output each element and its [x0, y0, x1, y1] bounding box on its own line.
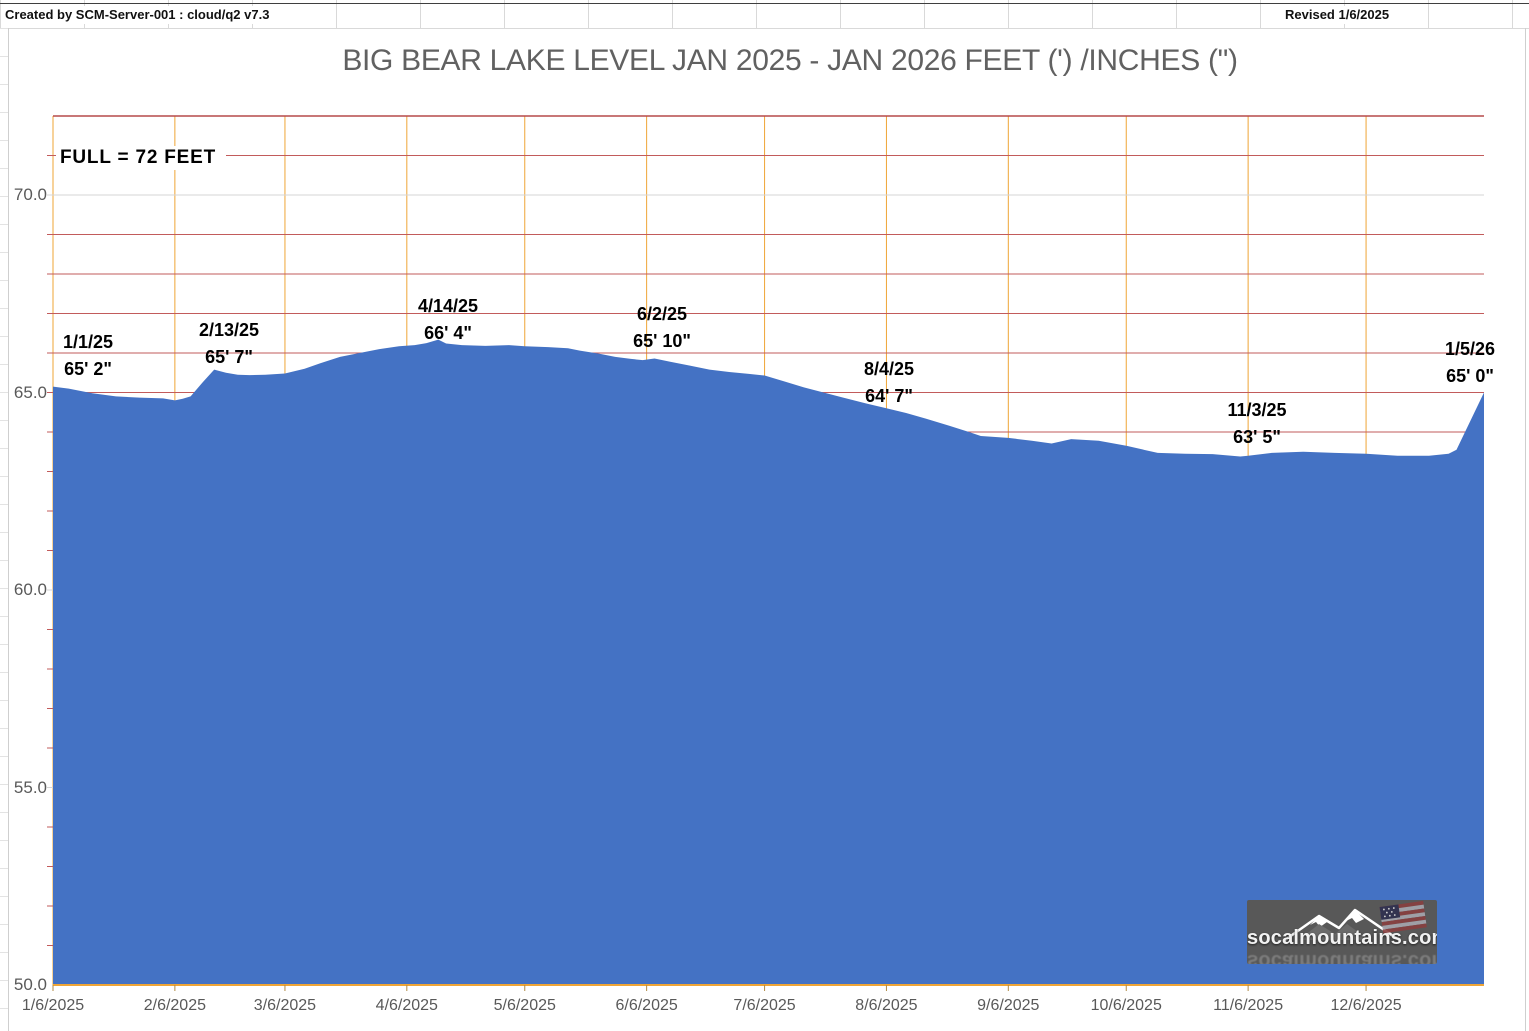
x-tick-label-12/6/2025: 12/6/2025 [1330, 997, 1402, 1014]
x-tick-label-9/6/2025: 9/6/2025 [977, 997, 1040, 1014]
socalmountains-logo: socalmountains.com socalmountains.com [1247, 900, 1437, 964]
chart-title: BIG BEAR LAKE LEVEL JAN 2025 - JAN 2026 … [342, 44, 1238, 77]
x-tick-label-8/6/2025: 8/6/2025 [855, 997, 918, 1014]
point-label-1/1/25: 1/1/25 65' 2" [63, 329, 113, 383]
x-tick-label-3/6/2025: 3/6/2025 [253, 997, 317, 1014]
y-tick-label-60.0: 60.0 [13, 580, 47, 599]
point-label-8/4/25: 8/4/25 64' 7" [864, 356, 914, 410]
point-label-date: 1/5/26 [1444, 339, 1496, 359]
created-by-cell: Created by SCM-Server-001 : cloud/q2 v7.… [3, 6, 274, 24]
x-tick-label-6/6/2025: 6/6/2025 [615, 997, 678, 1014]
point-label-level: 65' 0" [1446, 366, 1494, 386]
point-label-1/5/26: 1/5/26 65' 0" [1445, 336, 1495, 390]
x-tick-label-4/6/2025: 4/6/2025 [375, 997, 438, 1014]
point-label-date: 1/1/25 [62, 332, 114, 352]
point-label-level: 66' 4" [424, 323, 472, 343]
point-label-level: 64' 7" [865, 386, 913, 406]
spreadsheet-right-gridline [1525, 28, 1526, 1031]
point-label-date: 4/14/25 [417, 296, 479, 316]
x-tick-label-1/6/2025: 1/6/2025 [21, 997, 85, 1014]
revised-date-cell: Revised 1/6/2025 [1283, 6, 1394, 24]
spreadsheet-left-gridlines [0, 28, 9, 1031]
spreadsheet-header-row: Created by SCM-Server-001 : cloud/q2 v7.… [0, 0, 1529, 29]
point-label-level: 65' 2" [64, 359, 112, 379]
logo-text: socalmountains.com [1247, 927, 1437, 949]
lake-level-area-series [53, 339, 1484, 986]
logo-graphics [1283, 900, 1427, 942]
x-tick-label-11/6/2025: 11/6/2025 [1213, 997, 1284, 1014]
point-label-2/13/25: 2/13/25 65' 7" [199, 317, 259, 371]
point-label-date: 2/13/25 [198, 320, 260, 340]
point-label-4/14/25: 4/14/25 66' 4" [418, 293, 478, 347]
point-label-level: 63' 5" [1233, 427, 1281, 447]
y-tick-label-50.0: 50.0 [13, 975, 47, 994]
point-label-11/3/25: 11/3/25 63' 5" [1227, 397, 1286, 451]
x-tick-label-5/6/2025: 5/6/2025 [493, 997, 556, 1014]
full-level-annotation: FULL = 72 FEET [56, 146, 227, 170]
y-tick-label-65.0: 65.0 [13, 382, 47, 402]
point-label-level: 65' 10" [633, 331, 691, 351]
point-label-level: 65' 7" [205, 347, 253, 367]
point-label-6/2/25: 6/2/25 65' 10" [633, 301, 691, 355]
x-tick-label-2/6/2025: 2/6/2025 [143, 997, 206, 1014]
point-label-date: 6/2/25 [636, 304, 688, 324]
mountains-icon [1283, 908, 1401, 942]
logo-text-reflection: socalmountains.com [1247, 950, 1437, 964]
y-tick-label-55.0: 55.0 [13, 777, 47, 797]
y-tick-label-70.0: 70.0 [13, 185, 47, 204]
flag-icon [1379, 900, 1427, 934]
x-tick-label-10/6/2025: 10/6/2025 [1090, 997, 1162, 1014]
point-label-date: 11/3/25 [1227, 400, 1287, 420]
header-divider-line [0, 3, 1529, 4]
point-label-date: 8/4/25 [863, 359, 915, 379]
x-tick-label-7/6/2025: 7/6/2025 [733, 997, 796, 1014]
